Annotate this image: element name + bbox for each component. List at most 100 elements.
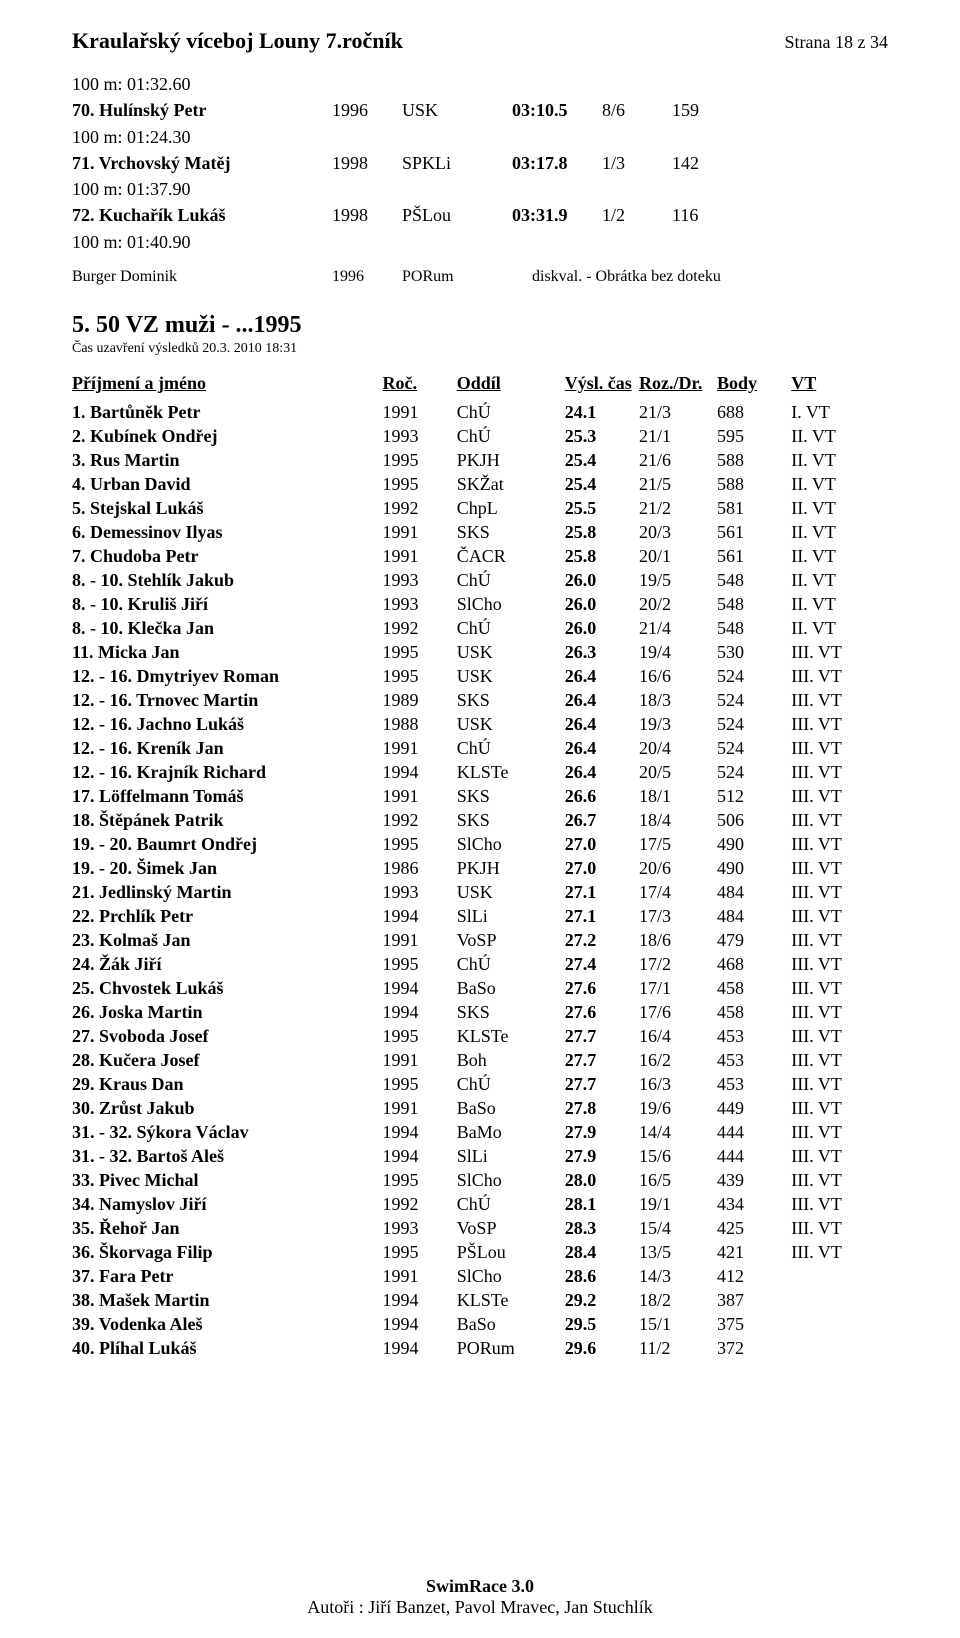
cell-year: 1995	[383, 472, 457, 496]
cell-frac: 19/6	[639, 1096, 717, 1120]
cell-club: ChÚ	[457, 1072, 565, 1096]
page-title: Kraulařský víceboj Louny 7.ročník	[72, 28, 403, 54]
table-row: 24. Žák Jiří1995ChÚ27.417/2468III. VT	[72, 952, 888, 976]
cell-body: 490	[717, 832, 791, 856]
cell-year: 1991	[383, 928, 457, 952]
cell-body: 453	[717, 1024, 791, 1048]
section-subtitle: Čas uzavření výsledků 20.3. 2010 18:31	[72, 341, 888, 357]
cell-club: ChÚ	[457, 568, 565, 592]
cell-name: 35. Řehoř Jan	[72, 1216, 383, 1240]
pre-pts: 116	[672, 203, 732, 227]
cell-club: ChÚ	[457, 400, 565, 424]
cell-year: 1995	[383, 1168, 457, 1192]
cell-year: 1991	[383, 400, 457, 424]
cell-year: 1994	[383, 904, 457, 928]
cell-club: ChÚ	[457, 1192, 565, 1216]
table-row: 12. - 16. Krajník Richard1994KLSTe26.420…	[72, 760, 888, 784]
pre-result-row: 70. Hulínský Petr1996USK03:10.58/6159	[72, 98, 888, 122]
cell-name: 38. Mašek Martin	[72, 1288, 383, 1312]
results-table: Příjmení a jméno Roč. Oddíl Výsl. čas Ro…	[72, 371, 888, 1360]
cell-year: 1995	[383, 1024, 457, 1048]
cell-club: VoSP	[457, 928, 565, 952]
cell-vt: III. VT	[791, 808, 888, 832]
cell-name: 31. - 32. Bartoš Aleš	[72, 1144, 383, 1168]
col-time: Výsl. čas	[565, 371, 639, 400]
cell-vt: III. VT	[791, 784, 888, 808]
cell-club: BaSo	[457, 1312, 565, 1336]
cell-body: 512	[717, 784, 791, 808]
col-name: Příjmení a jméno	[72, 371, 383, 400]
cell-time: 26.4	[565, 688, 639, 712]
cell-club: VoSP	[457, 1216, 565, 1240]
table-row: 3. Rus Martin1995PKJH25.421/6588II. VT	[72, 448, 888, 472]
cell-vt: III. VT	[791, 832, 888, 856]
cell-vt	[791, 1288, 888, 1312]
cell-name: 12. - 16. Kreník Jan	[72, 736, 383, 760]
cell-club: ChÚ	[457, 616, 565, 640]
cell-time: 27.4	[565, 952, 639, 976]
cell-frac: 13/5	[639, 1240, 717, 1264]
cell-vt: III. VT	[791, 1144, 888, 1168]
table-row: 29. Kraus Dan1995ChÚ27.716/3453III. VT	[72, 1072, 888, 1096]
cell-time: 27.2	[565, 928, 639, 952]
cell-frac: 18/2	[639, 1288, 717, 1312]
cell-name: 19. - 20. Baumrt Ondřej	[72, 832, 383, 856]
cell-club: PŠLou	[457, 1240, 565, 1264]
cell-body: 425	[717, 1216, 791, 1240]
table-row: 22. Prchlík Petr1994SlLi27.117/3484III. …	[72, 904, 888, 928]
cell-frac: 18/4	[639, 808, 717, 832]
table-row: 30. Zrůst Jakub1991BaSo27.819/6449III. V…	[72, 1096, 888, 1120]
cell-frac: 16/2	[639, 1048, 717, 1072]
cell-name: 6. Demessinov Ilyas	[72, 520, 383, 544]
cell-vt: II. VT	[791, 616, 888, 640]
cell-club: SlLi	[457, 904, 565, 928]
cell-time: 26.4	[565, 664, 639, 688]
cell-vt: III. VT	[791, 1240, 888, 1264]
cell-body: 479	[717, 928, 791, 952]
cell-name: 40. Plíhal Lukáš	[72, 1336, 383, 1360]
cell-vt: III. VT	[791, 856, 888, 880]
cell-name: 5. Stejskal Lukáš	[72, 496, 383, 520]
cell-year: 1994	[383, 1144, 457, 1168]
cell-club: USK	[457, 712, 565, 736]
cell-vt: III. VT	[791, 1072, 888, 1096]
cell-club: SlCho	[457, 832, 565, 856]
cell-club: ChpL	[457, 496, 565, 520]
cell-frac: 19/1	[639, 1192, 717, 1216]
section-title: 5. 50 VZ muži - ...1995	[72, 312, 888, 339]
cell-name: 34. Namyslov Jiří	[72, 1192, 383, 1216]
cell-body: 412	[717, 1264, 791, 1288]
cell-body: 458	[717, 1000, 791, 1024]
cell-name: 25. Chvostek Lukáš	[72, 976, 383, 1000]
cell-year: 1994	[383, 1120, 457, 1144]
cell-club: SKŽat	[457, 472, 565, 496]
cell-time: 24.1	[565, 400, 639, 424]
page-number: Strana 18 z 34	[785, 32, 888, 53]
pre-club: SPKLi	[402, 151, 512, 175]
cell-vt: III. VT	[791, 1168, 888, 1192]
cell-frac: 20/3	[639, 520, 717, 544]
page: Kraulařský víceboj Louny 7.ročník Strana…	[0, 0, 960, 1638]
cell-frac: 17/4	[639, 880, 717, 904]
cell-year: 1994	[383, 1336, 457, 1360]
cell-time: 27.1	[565, 880, 639, 904]
cell-time: 27.1	[565, 904, 639, 928]
pre-year: 1996	[332, 98, 402, 122]
table-row: 8. - 10. Stehlík Jakub1993ChÚ26.019/5548…	[72, 568, 888, 592]
cell-vt: III. VT	[791, 952, 888, 976]
table-row: 28. Kučera Josef1991Boh27.716/2453III. V…	[72, 1048, 888, 1072]
cell-frac: 21/1	[639, 424, 717, 448]
pre-frac: 8/6	[602, 98, 672, 122]
cell-club: SKS	[457, 688, 565, 712]
table-row: 18. Štěpánek Patrik1992SKS26.718/4506III…	[72, 808, 888, 832]
cell-body: 453	[717, 1072, 791, 1096]
cell-body: 453	[717, 1048, 791, 1072]
cell-name: 7. Chudoba Petr	[72, 544, 383, 568]
cell-name: 36. Škorvaga Filip	[72, 1240, 383, 1264]
pre-time: 03:31.9	[512, 203, 602, 227]
cell-time: 26.0	[565, 616, 639, 640]
table-row: 2. Kubínek Ondřej1993ChÚ25.321/1595II. V…	[72, 424, 888, 448]
cell-year: 1991	[383, 520, 457, 544]
cell-vt: III. VT	[791, 736, 888, 760]
table-row: 33. Pivec Michal1995SlCho28.016/5439III.…	[72, 1168, 888, 1192]
